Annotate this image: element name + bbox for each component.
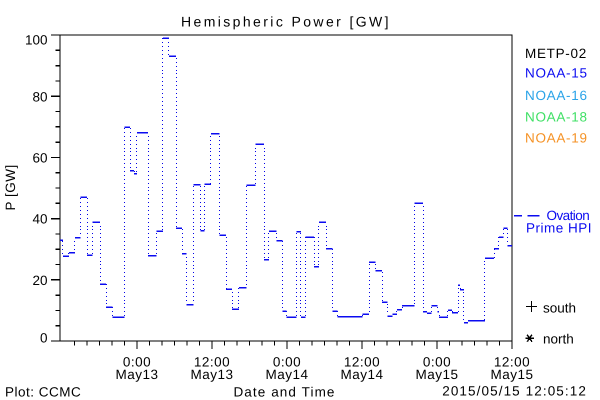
svg-text:Date and Time: Date and Time <box>233 385 335 400</box>
svg-text:100: 100 <box>25 32 48 47</box>
svg-text:METP-02: METP-02 <box>525 46 587 61</box>
svg-text:NOAA-16: NOAA-16 <box>525 88 588 103</box>
svg-text:P [GW]: P [GW] <box>3 164 18 210</box>
svg-text:Ovation: Ovation <box>547 208 590 223</box>
svg-text:Prime HPI: Prime HPI <box>526 221 592 236</box>
svg-text:80: 80 <box>32 90 47 105</box>
svg-text:May14: May14 <box>265 367 308 382</box>
svg-text:20: 20 <box>32 273 47 288</box>
svg-text:60: 60 <box>32 150 47 165</box>
svg-text:0:00: 0:00 <box>273 355 301 370</box>
svg-text:Hemispheric Power [GW]: Hemispheric Power [GW] <box>181 14 391 30</box>
svg-text:May13: May13 <box>115 367 158 382</box>
svg-text:12:00: 12:00 <box>344 355 380 370</box>
svg-text:May13: May13 <box>190 367 233 382</box>
svg-text:north: north <box>543 332 574 347</box>
svg-text:0:00: 0:00 <box>423 355 451 370</box>
svg-text:south: south <box>543 301 576 316</box>
svg-text:May15: May15 <box>415 367 458 382</box>
svg-text:12:00: 12:00 <box>494 355 530 370</box>
svg-text:Plot: CCMC: Plot: CCMC <box>5 385 81 400</box>
svg-text:NOAA-19: NOAA-19 <box>525 131 588 146</box>
svg-text:0:00: 0:00 <box>123 355 151 370</box>
svg-text:40: 40 <box>32 212 47 227</box>
svg-text:0: 0 <box>40 331 48 346</box>
svg-text:12:00: 12:00 <box>194 355 230 370</box>
svg-text:May14: May14 <box>340 367 383 382</box>
svg-text:2015/05/15 12:05:12: 2015/05/15 12:05:12 <box>442 384 587 399</box>
svg-text:NOAA-15: NOAA-15 <box>525 66 588 81</box>
svg-text:May15: May15 <box>490 367 533 382</box>
svg-text:NOAA-18: NOAA-18 <box>525 110 588 125</box>
